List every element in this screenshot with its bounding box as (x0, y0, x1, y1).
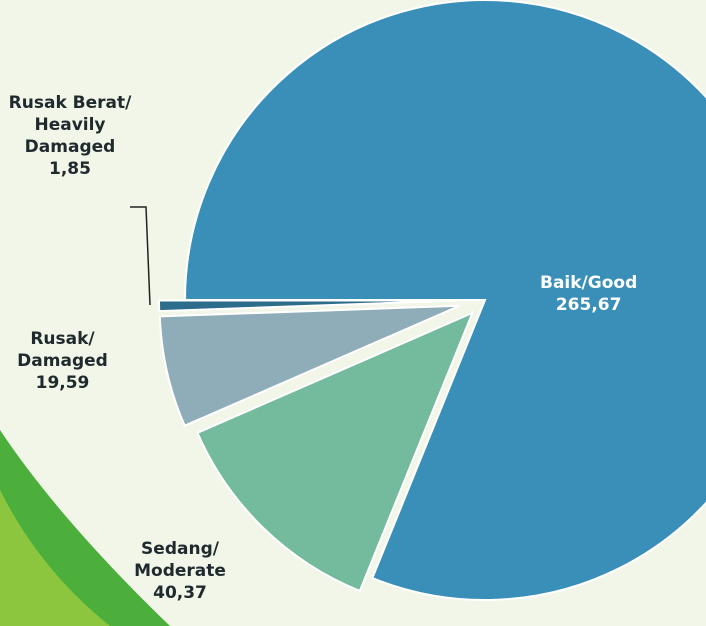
value-label: 40,37 (153, 583, 207, 603)
decor-swoosh (0, 490, 110, 626)
slice-label: Rusak Berat/ Heavily Damaged 1,85 (0, 92, 140, 180)
pie (158, 0, 706, 601)
category-name: Rusak Berat/ Heavily Damaged (8, 93, 132, 157)
category-name: Sedang/ Moderate (134, 539, 226, 581)
pie-slice (158, 304, 461, 428)
value-label: 265,67 (555, 295, 622, 315)
pie-slice (183, 0, 706, 601)
slice-label: Rusak/ Damaged 19,59 (0, 328, 125, 394)
value-label: 19,59 (35, 373, 90, 393)
category-name: Baik/Good (540, 273, 638, 293)
value-label: 1,85 (49, 159, 91, 179)
pie-slice (158, 299, 460, 313)
pie-slice (196, 310, 475, 593)
leader-line (130, 206, 151, 306)
slice-label: Sedang/ Moderate 40,37 (120, 538, 240, 604)
slice-label: Baik/Good 265,67 (540, 272, 637, 316)
category-name: Rusak/ Damaged (17, 329, 108, 371)
